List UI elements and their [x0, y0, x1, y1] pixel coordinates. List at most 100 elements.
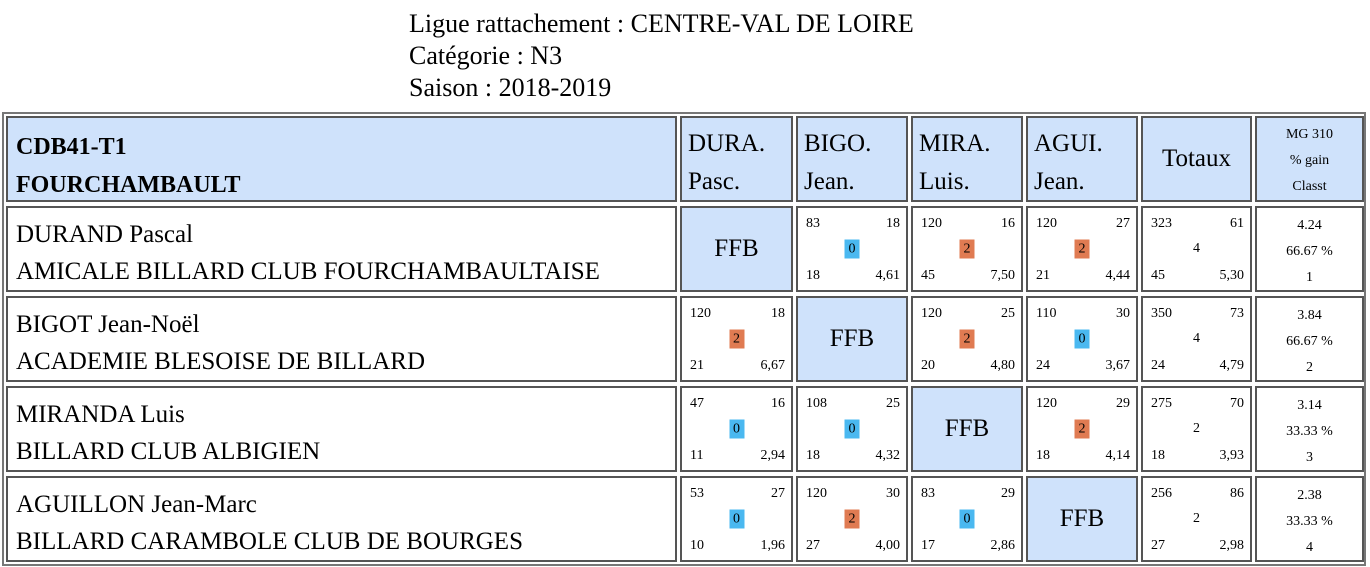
- general-average: 4,79: [1219, 358, 1245, 373]
- match-score-cell: 120 27 2 21 4,44: [1026, 206, 1138, 292]
- player-cell: AGUILLON Jean-Marc BILLARD CARAMBOLE CLUB…: [6, 476, 677, 562]
- best-high-run: 45: [1151, 268, 1165, 283]
- high-run: 45: [921, 268, 935, 283]
- high-run: 21: [1036, 268, 1050, 283]
- column-header-2: BIGO. Jean.: [796, 116, 908, 202]
- team-name: FOURCHAMBAULT: [16, 172, 241, 198]
- rank-value: 1: [1306, 270, 1313, 285]
- high-run: 11: [690, 448, 704, 463]
- totaux-header: Totaux: [1141, 116, 1252, 202]
- average: 4,00: [875, 538, 901, 553]
- total-points: 350: [1151, 306, 1172, 321]
- column-header-1: DURA. Pasc.: [680, 116, 793, 202]
- innings: 27: [1116, 216, 1130, 231]
- self-match-cell: FFB: [1026, 476, 1138, 562]
- stats-cell: 3.84 66.67 % 2: [1255, 296, 1364, 382]
- total-innings: 61: [1230, 216, 1244, 231]
- player-cell: DURAND Pascal AMICALE BILLARD CLUB FOURCH…: [6, 206, 677, 292]
- match-score-cell: 120 18 2 21 6,67: [680, 296, 793, 382]
- match-points-badge: 0: [1074, 329, 1090, 349]
- innings: 27: [771, 486, 785, 501]
- points-scored: 120: [806, 486, 827, 501]
- classt-label: Classt: [1292, 179, 1327, 194]
- match-points-badge: 2: [959, 239, 975, 259]
- total-match-points: 4: [1193, 241, 1200, 256]
- innings: 25: [886, 396, 900, 411]
- points-scored: 83: [921, 486, 935, 501]
- high-run: 17: [921, 538, 935, 553]
- points-scored: 120: [690, 306, 711, 321]
- pct-gain-value: 66.67 %: [1286, 244, 1333, 259]
- column-header-surname: DURA.: [688, 130, 766, 157]
- total-cell: 275 70 2 18 3,93: [1141, 386, 1252, 472]
- average: 4,44: [1105, 268, 1131, 283]
- match-score-cell: 120 16 2 45 7,50: [911, 206, 1023, 292]
- column-header-firstname: Pasc.: [688, 168, 741, 195]
- player-name: BIGOT Jean-Noël: [16, 311, 200, 338]
- match-score-cell: 110 30 0 24 3,67: [1026, 296, 1138, 382]
- saison-line: Saison : 2018-2019: [409, 73, 612, 102]
- match-points-badge: 2: [1074, 239, 1090, 259]
- general-average: 3,93: [1219, 448, 1245, 463]
- best-high-run: 27: [1151, 538, 1165, 553]
- match-score-cell: 83 29 0 17 2,86: [911, 476, 1023, 562]
- totaux-label: Totaux: [1161, 145, 1232, 172]
- match-score-cell: 120 25 2 20 4,80: [911, 296, 1023, 382]
- pct-gain-value: 66.67 %: [1286, 334, 1333, 349]
- match-score-cell: 120 29 2 18 4,14: [1026, 386, 1138, 472]
- match-score-cell: 120 30 2 27 4,00: [796, 476, 908, 562]
- high-run: 18: [1036, 448, 1050, 463]
- innings: 29: [1116, 396, 1130, 411]
- match-points-badge: 2: [1074, 419, 1090, 439]
- self-match-cell: FFB: [911, 386, 1023, 472]
- innings: 30: [886, 486, 900, 501]
- mg-value: 4.24: [1297, 218, 1322, 233]
- column-header-surname: BIGO.: [804, 130, 872, 157]
- column-header-firstname: Jean.: [804, 168, 855, 195]
- high-run: 18: [806, 268, 820, 283]
- best-high-run: 24: [1151, 358, 1165, 373]
- match-points-badge: 2: [729, 329, 744, 349]
- match-points-badge: 0: [729, 419, 744, 439]
- mg-header: MG 310 % gain Classt: [1255, 116, 1364, 202]
- average: 2,94: [760, 448, 786, 463]
- average: 4,14: [1105, 448, 1131, 463]
- high-run: 21: [690, 358, 704, 373]
- pct-gain-value: 33.33 %: [1286, 424, 1333, 439]
- points-scored: 110: [1036, 306, 1057, 321]
- self-match-cell: FFB: [680, 206, 793, 292]
- total-points: 323: [1151, 216, 1172, 231]
- average: 4,61: [875, 268, 901, 283]
- page-header: Ligue rattachement : CENTRE-VAL DE LOIRE…: [409, 8, 914, 104]
- mg-value: 3.14: [1297, 398, 1322, 413]
- total-innings: 86: [1230, 486, 1244, 501]
- mg-value: 2.38: [1297, 488, 1322, 503]
- total-cell: 350 73 4 24 4,79: [1141, 296, 1252, 382]
- match-points-badge: 0: [844, 419, 860, 439]
- total-match-points: 4: [1193, 331, 1200, 346]
- pct-gain-label: % gain: [1289, 153, 1330, 168]
- high-run: 18: [806, 448, 820, 463]
- average: 7,50: [990, 268, 1016, 283]
- total-innings: 73: [1230, 306, 1244, 321]
- player-cell: BIGOT Jean-Noël ACADEMIE BLESOISE DE BILL…: [6, 296, 677, 382]
- ffb-label: FFB: [1059, 505, 1105, 532]
- points-scored: 120: [921, 216, 942, 231]
- innings: 16: [771, 396, 785, 411]
- column-header-surname: MIRA.: [919, 130, 991, 157]
- rank-value: 3: [1306, 450, 1313, 465]
- categorie-line: Catégorie : N3: [409, 41, 563, 70]
- innings: 30: [1116, 306, 1130, 321]
- mg-value: 3.84: [1297, 308, 1322, 323]
- stats-cell: 4.24 66.67 % 1: [1255, 206, 1364, 292]
- total-match-points: 2: [1193, 511, 1200, 526]
- average: 6,67: [760, 358, 786, 373]
- player-name: DURAND Pascal: [16, 221, 194, 248]
- points-scored: 83: [806, 216, 820, 231]
- total-match-points: 2: [1193, 421, 1200, 436]
- points-scored: 120: [921, 306, 942, 321]
- high-run: 27: [806, 538, 820, 553]
- column-header-surname: AGUI.: [1034, 130, 1103, 157]
- total-cell: 323 61 4 45 5,30: [1141, 206, 1252, 292]
- points-scored: 108: [806, 396, 827, 411]
